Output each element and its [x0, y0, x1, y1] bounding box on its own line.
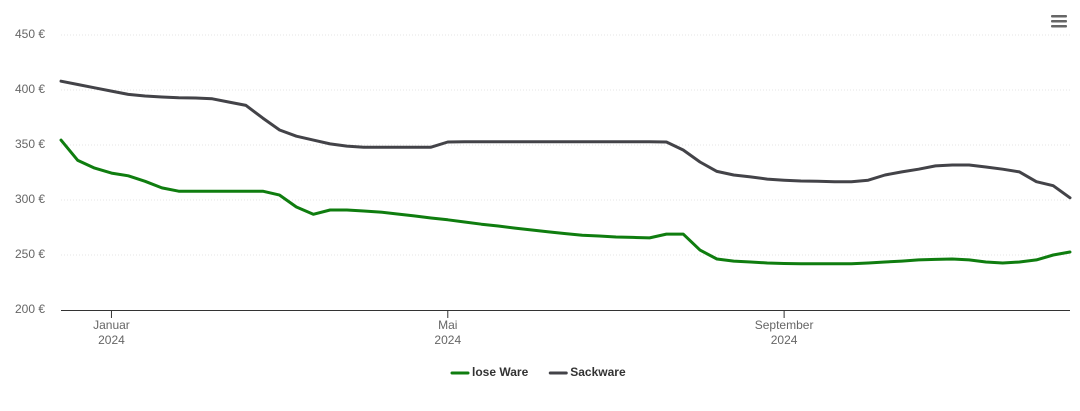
y-tick-label: 450 € [15, 27, 45, 41]
menu-icon-bar [1051, 20, 1067, 23]
x-tick-label: Mai [438, 318, 457, 332]
x-tick-label: September [755, 318, 814, 332]
x-tick-label: 2024 [98, 333, 125, 347]
series-line [59, 138, 1072, 266]
y-tick-label: 400 € [15, 82, 45, 96]
menu-icon-bar [1051, 15, 1067, 18]
legend: lose Ware Sackware [450, 365, 626, 379]
x-tick-label: 2024 [434, 333, 461, 347]
y-tick-label: 350 € [15, 137, 45, 151]
x-tick-label: 2024 [771, 333, 798, 347]
legend-item[interactable]: lose Ware [450, 365, 529, 379]
x-tick-label: Januar [93, 318, 130, 332]
y-tick-label: 200 € [15, 302, 45, 316]
legend-label: lose Ware [472, 365, 529, 379]
series-line [59, 79, 1072, 200]
menu-icon-bar [1051, 25, 1067, 28]
legend-label: Sackware [570, 365, 626, 379]
menu-button[interactable] [1046, 10, 1072, 34]
y-tick-label: 300 € [15, 192, 45, 206]
legend-item[interactable]: Sackware [548, 365, 626, 379]
y-tick-label: 250 € [15, 247, 45, 261]
